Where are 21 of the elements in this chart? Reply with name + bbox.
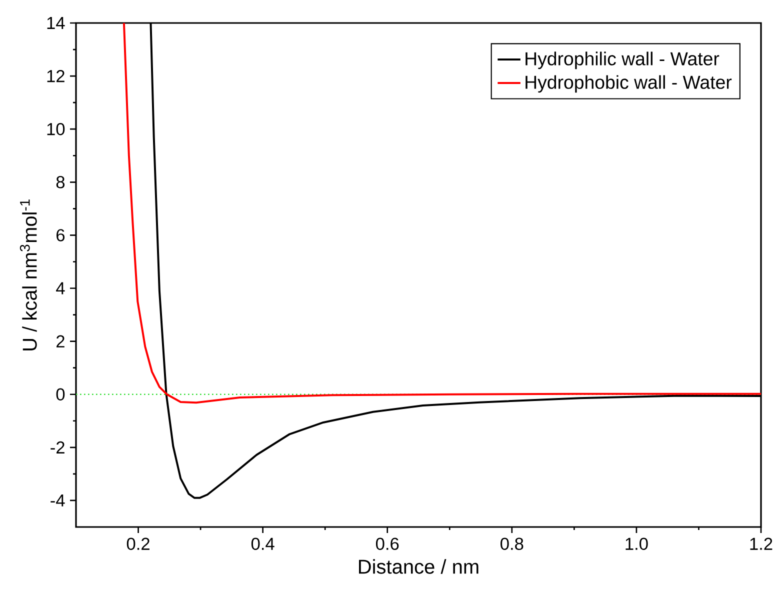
x-tick-label: 1.2 <box>750 538 772 550</box>
y-axis-title: U / kcal nm$^{3}$mol$^{-1}$ <box>20 199 37 350</box>
legend-label: Hydrophobic wall - Water <box>526 75 732 93</box>
y-tick-label: 8 <box>56 176 65 188</box>
y-tick-label: 0 <box>56 388 65 400</box>
y-tick-label: 4 <box>56 282 65 294</box>
line-series <box>122 22 762 404</box>
x-tick-label: 0.6 <box>376 538 399 550</box>
y-tick-label: 10 <box>47 122 65 136</box>
x-axis-title: Distance / nm <box>359 559 478 574</box>
y-tick-label: -4 <box>50 494 65 506</box>
x-tick-label: 0.8 <box>500 538 524 550</box>
y-tick-label: 12 <box>47 70 64 82</box>
x-tick-label: 0.2 <box>126 538 150 550</box>
y-tick-label: -2 <box>50 441 64 454</box>
legend-label: Hydrophilic wall - Water <box>526 52 720 70</box>
x-tick-label: 1.0 <box>626 538 648 550</box>
x-tick-label: 0.4 <box>251 538 274 550</box>
y-tick-label: 14 <box>47 17 65 29</box>
y-tick-label: 2 <box>56 335 64 348</box>
y-tick-label: 6 <box>56 229 65 242</box>
